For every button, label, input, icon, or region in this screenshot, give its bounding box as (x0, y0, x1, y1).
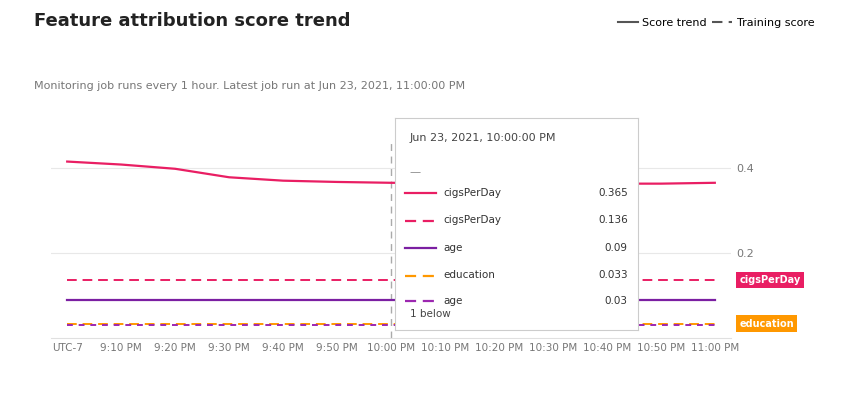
Text: 0.033: 0.033 (598, 270, 628, 280)
Text: 0.09: 0.09 (605, 243, 628, 253)
Text: cigsPerDay: cigsPerDay (444, 188, 501, 198)
Text: age: age (444, 296, 463, 306)
Text: education: education (740, 319, 794, 329)
Text: 1 below: 1 below (410, 309, 450, 319)
Text: 0.365: 0.365 (598, 188, 628, 198)
Text: Jun 23, 2021, 10:00:00 PM: Jun 23, 2021, 10:00:00 PM (410, 133, 556, 143)
Text: —: — (410, 167, 421, 177)
Text: education: education (444, 270, 496, 280)
Text: cigsPerDay: cigsPerDay (740, 275, 801, 285)
Text: age: age (444, 243, 463, 253)
Legend: Score trend, Training score: Score trend, Training score (614, 14, 819, 33)
Text: 0.03: 0.03 (605, 296, 628, 306)
Text: Feature attribution score trend: Feature attribution score trend (34, 12, 350, 30)
Text: 0.136: 0.136 (598, 215, 628, 225)
Text: cigsPerDay: cigsPerDay (444, 215, 501, 225)
Text: Monitoring job runs every 1 hour. Latest job run at Jun 23, 2021, 11:00:00 PM: Monitoring job runs every 1 hour. Latest… (34, 81, 465, 92)
